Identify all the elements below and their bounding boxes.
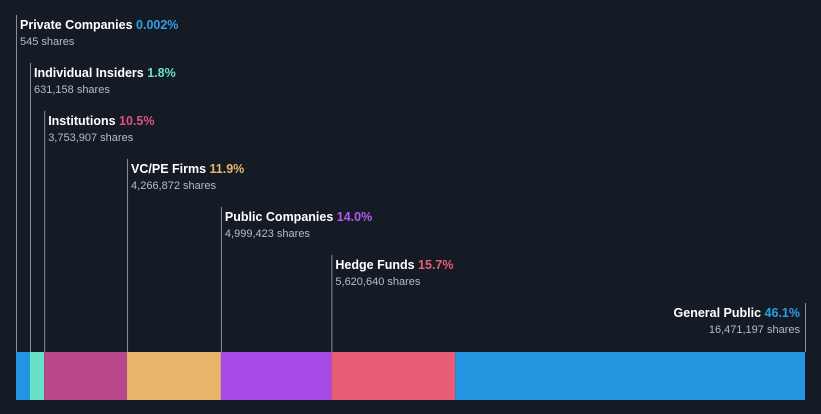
category-name: Institutions	[48, 114, 116, 128]
shares-label: 631,158 shares	[34, 83, 110, 96]
bar-segment-individual-insiders	[30, 352, 45, 400]
category-name: General Public	[673, 306, 762, 320]
label-individual-insiders: Individual Insiders 1.8% 631,158 shares	[34, 67, 176, 96]
label-general-public: General Public 46.1% 16,471,197 shares	[674, 307, 800, 336]
bar-segment-vc-pe-firms	[127, 352, 221, 400]
category-label: Individual Insiders 1.8%	[34, 67, 176, 80]
percentage-label: 1.8%	[147, 66, 176, 80]
percentage-label: 0.002%	[136, 18, 179, 32]
category-label: VC/PE Firms 11.9%	[131, 163, 244, 176]
category-name: Private Companies	[20, 18, 133, 32]
percentage-label: 15.7%	[418, 258, 454, 272]
shares-label: 16,471,197 shares	[708, 323, 800, 336]
bar-segment-general-public	[455, 352, 805, 400]
shares-label: 4,266,872 shares	[131, 179, 217, 192]
percentage-label: 46.1%	[764, 306, 800, 320]
label-institutions: Institutions 10.5% 3,753,907 shares	[48, 115, 154, 144]
label-public-companies: Public Companies 14.0% 4,999,423 shares	[225, 211, 372, 240]
shares-label: 5,620,640 shares	[335, 275, 421, 288]
category-name: Hedge Funds	[335, 258, 415, 272]
label-private-companies: Private Companies 0.002% 545 shares	[20, 19, 178, 48]
percentage-label: 11.9%	[209, 162, 245, 176]
category-name: Individual Insiders	[34, 66, 144, 80]
bar-segment-hedge-funds	[331, 352, 456, 400]
category-name: Public Companies	[224, 210, 334, 224]
bar-segment-institutions	[44, 352, 128, 400]
category-label: Private Companies 0.002%	[20, 19, 178, 32]
bar-segment-private-companies	[16, 352, 30, 400]
percentage-label: 14.0%	[336, 210, 373, 224]
label-hedge-funds: Hedge Funds 15.7% 5,620,640 shares	[335, 259, 453, 288]
category-label: Institutions 10.5%	[48, 115, 154, 128]
shares-label: 4,999,423 shares	[224, 227, 310, 240]
shares-label: 545 shares	[20, 35, 75, 48]
category-label: Public Companies 14.0%	[225, 211, 372, 224]
shares-label: 3,753,907 shares	[48, 131, 134, 144]
label-vc-pe-firms: VC/PE Firms 11.9% 4,266,872 shares	[131, 163, 244, 192]
category-label: General Public 46.1%	[674, 307, 800, 320]
percentage-label: 10.5%	[119, 114, 155, 128]
category-name: VC/PE Firms	[131, 162, 207, 176]
category-label: Hedge Funds 15.7%	[335, 259, 453, 272]
bar-segment-public-companies	[220, 352, 332, 400]
